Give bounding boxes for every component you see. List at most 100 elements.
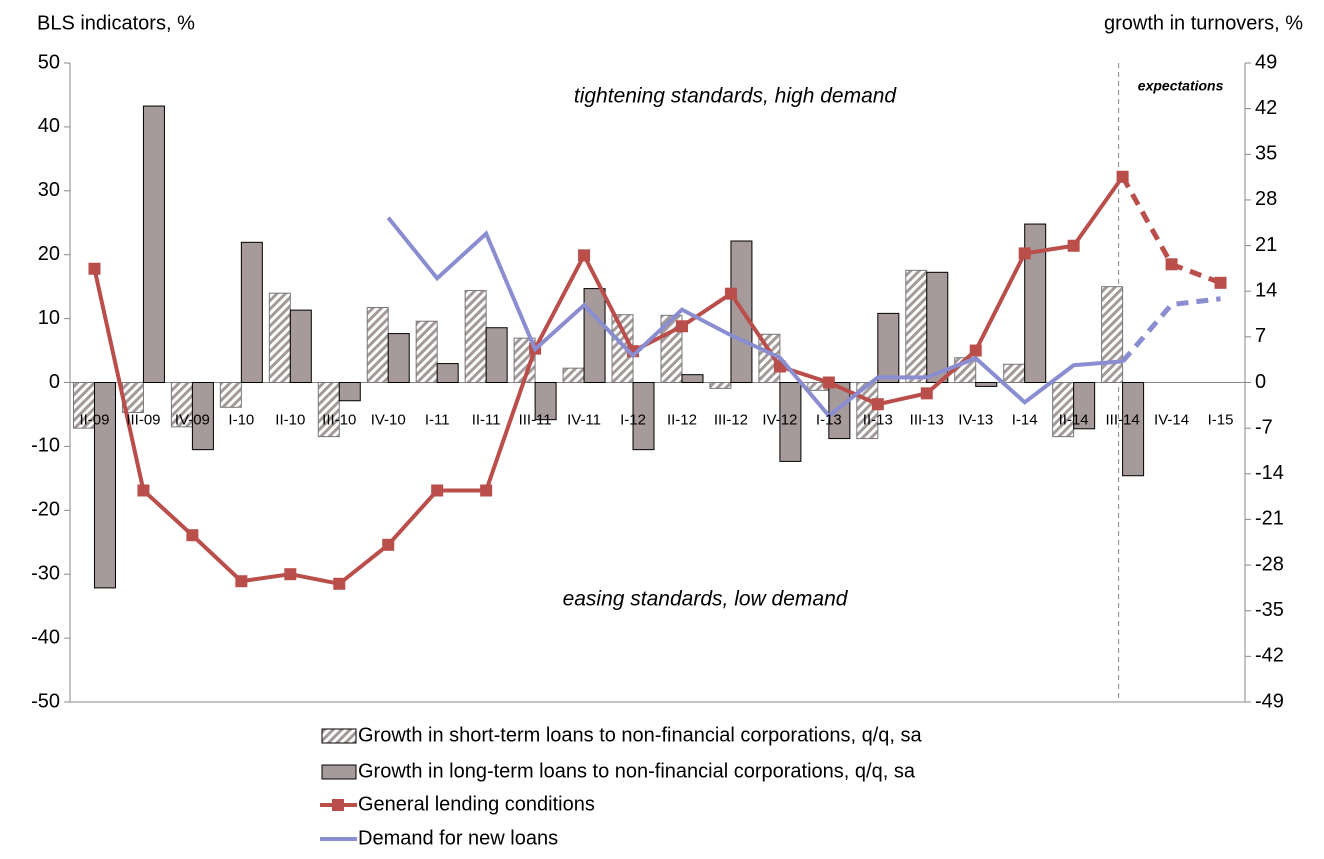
line-marker — [822, 376, 835, 389]
y2-tick-label: 49 — [1255, 51, 1277, 73]
line-marker — [1116, 170, 1129, 183]
bar — [1073, 382, 1096, 430]
line-marker — [480, 484, 493, 497]
bar — [583, 288, 606, 383]
bar — [366, 307, 389, 384]
bar — [317, 382, 340, 438]
bar — [681, 374, 704, 383]
expectations-label: expectations — [1138, 78, 1224, 94]
line-marker — [88, 262, 101, 275]
y-tick-label: -20 — [31, 499, 60, 521]
bar — [562, 367, 585, 383]
x-tick-label: II-09 — [79, 411, 109, 428]
line-marker — [186, 529, 199, 542]
bar — [240, 241, 263, 383]
bar — [926, 271, 949, 384]
y-tick-label: 40 — [38, 115, 60, 137]
bar — [387, 333, 410, 383]
bar — [436, 363, 459, 384]
bar — [877, 312, 900, 383]
y2-tick-label: -49 — [1255, 690, 1284, 712]
y-tick-label: 30 — [38, 179, 60, 201]
y2-tick-label: -21 — [1255, 508, 1284, 530]
bar — [1052, 382, 1075, 438]
y2-tick-label: -28 — [1255, 553, 1284, 575]
bar — [534, 382, 557, 421]
line-marker — [969, 344, 982, 357]
line-marker — [235, 575, 248, 588]
bar — [828, 382, 851, 440]
x-tick-label: I-13 — [816, 411, 842, 428]
bar — [142, 105, 165, 383]
y2-tick-label: -35 — [1255, 599, 1284, 621]
bar — [268, 292, 291, 383]
bar — [464, 290, 487, 384]
bar — [975, 382, 998, 387]
bar — [485, 327, 508, 384]
y2-tick-label: 0 — [1255, 371, 1266, 393]
line-marker — [578, 249, 591, 262]
x-tick-label: II-13 — [863, 411, 893, 428]
bar — [779, 382, 802, 462]
bar — [1101, 286, 1124, 383]
line-marker — [1018, 247, 1031, 260]
line-marker — [871, 398, 884, 411]
bar — [219, 382, 242, 408]
line-marker — [1165, 258, 1178, 271]
x-tick-label: IV-11 — [567, 411, 601, 428]
bar — [632, 382, 655, 451]
legend-label: Growth in short-term loans to non-financ… — [358, 724, 922, 746]
bar — [93, 382, 116, 589]
x-tick-label: II-12 — [667, 411, 697, 428]
x-tick-label: III-10 — [322, 411, 356, 428]
x-tick-label: III-12 — [714, 411, 748, 428]
y-tick-label: 0 — [49, 371, 60, 393]
x-tick-label: I-14 — [1012, 411, 1038, 428]
bar — [191, 382, 214, 451]
x-tick-label: I-12 — [620, 411, 646, 428]
x-tick-label: IV-14 — [1154, 411, 1189, 428]
y2-tick-label: 35 — [1255, 143, 1277, 165]
x-tick-label: III-09 — [126, 411, 160, 428]
bar — [1122, 382, 1145, 477]
y2-tick-label: 42 — [1255, 97, 1277, 119]
x-tick-label: III-13 — [910, 411, 944, 428]
y-tick-label: -10 — [31, 435, 60, 457]
legend-label: Demand for new loans — [358, 827, 558, 849]
series-line — [386, 216, 1123, 419]
y-tick-label: 20 — [38, 243, 60, 265]
legend-swatch — [332, 799, 344, 811]
line-marker — [1067, 239, 1080, 252]
y2-tick-label: 21 — [1255, 234, 1277, 256]
series-line — [92, 175, 1125, 586]
series-line — [1120, 296, 1221, 364]
x-tick-label: IV-13 — [958, 411, 993, 428]
y-tick-label: -40 — [31, 626, 60, 648]
y2-tick-label: -14 — [1255, 462, 1284, 484]
y-tick-label: -30 — [31, 562, 60, 584]
bar — [289, 309, 312, 384]
y-tick-label: -50 — [31, 690, 60, 712]
x-tick-label: III-11 — [519, 411, 552, 428]
bar — [905, 269, 928, 383]
legend-label: Growth in long-term loans to non-financi… — [358, 760, 916, 782]
y2-tick-label: 28 — [1255, 188, 1277, 210]
x-tick-label: IV-12 — [762, 411, 797, 428]
line-marker — [1214, 276, 1227, 289]
legend-swatch — [321, 728, 357, 744]
line-marker — [920, 387, 933, 400]
x-tick-label: I-15 — [1208, 411, 1234, 428]
x-tick-label: II-14 — [1059, 411, 1089, 428]
y2-tick-label: 7 — [1255, 325, 1266, 347]
bar — [415, 320, 438, 383]
y-tick-label: 50 — [38, 51, 60, 73]
x-tick-label: I-10 — [228, 411, 254, 428]
legend-label: General lending conditions — [358, 793, 595, 815]
bar — [338, 382, 361, 402]
line-marker — [675, 320, 688, 333]
bar — [1024, 223, 1047, 383]
line-marker — [724, 287, 737, 300]
line-marker — [382, 538, 395, 551]
bar — [1003, 363, 1026, 384]
